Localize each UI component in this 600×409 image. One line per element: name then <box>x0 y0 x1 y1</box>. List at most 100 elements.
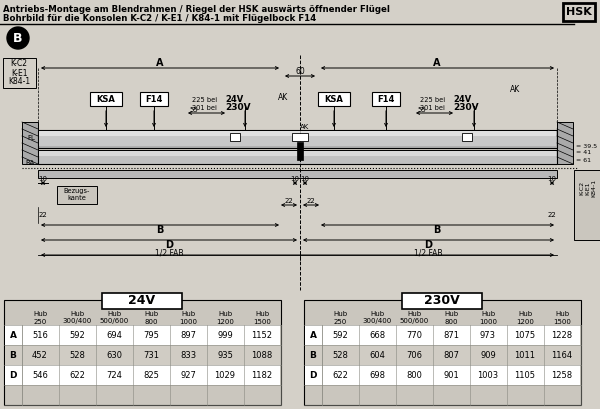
Text: Hub
1000: Hub 1000 <box>179 312 197 324</box>
Text: A: A <box>433 58 441 68</box>
Bar <box>305 345 580 365</box>
Text: 927: 927 <box>180 371 196 380</box>
Bar <box>297 142 303 160</box>
Text: 731: 731 <box>143 351 159 360</box>
Text: HSK: HSK <box>566 7 592 17</box>
Text: 22: 22 <box>307 198 316 204</box>
Bar <box>563 3 595 21</box>
Text: B: B <box>157 225 164 235</box>
Bar <box>318 92 350 106</box>
Bar <box>574 170 600 240</box>
Text: Hub
800: Hub 800 <box>144 312 158 324</box>
Text: D: D <box>309 371 317 380</box>
Text: K-E1: K-E1 <box>586 181 590 195</box>
Text: 22: 22 <box>38 212 47 218</box>
Text: 901: 901 <box>443 371 459 380</box>
Text: K-E1: K-E1 <box>11 68 27 77</box>
Text: 694: 694 <box>106 330 122 339</box>
Bar <box>102 293 182 309</box>
Text: Hub
500/600: Hub 500/600 <box>400 312 428 324</box>
Bar <box>90 92 122 106</box>
Text: F14: F14 <box>377 94 395 103</box>
Text: 10: 10 <box>301 176 310 182</box>
Text: 604: 604 <box>369 351 385 360</box>
Bar <box>5 325 280 345</box>
Text: 24V: 24V <box>225 95 243 105</box>
Text: 301 bei: 301 bei <box>192 105 217 111</box>
Text: 909: 909 <box>480 351 496 360</box>
Text: 1003: 1003 <box>478 371 499 380</box>
Text: 724: 724 <box>106 371 122 380</box>
Bar <box>5 365 280 385</box>
Text: RA: RA <box>26 160 35 166</box>
Text: 770: 770 <box>406 330 422 339</box>
Text: Antriebs-Montage am Blendrahmen / Riegel der HSK auswärts öffnender Flügel: Antriebs-Montage am Blendrahmen / Riegel… <box>3 5 390 14</box>
Bar <box>38 170 557 178</box>
Text: 301 bei: 301 bei <box>420 105 445 111</box>
Text: 622: 622 <box>69 371 85 380</box>
Bar <box>0 24 600 294</box>
Text: 22: 22 <box>284 198 293 204</box>
Text: 871: 871 <box>443 330 459 339</box>
Text: 1105: 1105 <box>515 371 536 380</box>
Text: Hub
1200: Hub 1200 <box>516 312 534 324</box>
Bar <box>3 58 36 88</box>
Text: K84-1: K84-1 <box>592 179 596 197</box>
Text: 1/2 FAB: 1/2 FAB <box>155 249 183 258</box>
Text: AK: AK <box>278 94 288 103</box>
Text: 800: 800 <box>406 371 422 380</box>
Bar <box>305 365 580 385</box>
Text: = 61: = 61 <box>576 157 591 162</box>
Bar <box>557 122 573 164</box>
Text: 833: 833 <box>180 351 196 360</box>
Text: 452: 452 <box>32 351 48 360</box>
Text: K-C2: K-C2 <box>580 181 584 195</box>
Text: A: A <box>10 330 17 339</box>
Text: 225 bei: 225 bei <box>192 97 217 103</box>
Text: 1182: 1182 <box>251 371 272 380</box>
Text: Bezugs-
kante: Bezugs- kante <box>64 189 90 202</box>
Text: 795: 795 <box>143 330 159 339</box>
Text: 825: 825 <box>143 371 159 380</box>
Text: 1258: 1258 <box>551 371 572 380</box>
Text: 1075: 1075 <box>514 330 536 339</box>
Text: D: D <box>424 240 432 250</box>
Text: 22: 22 <box>548 212 556 218</box>
Text: B: B <box>10 351 16 360</box>
Text: 516: 516 <box>32 330 48 339</box>
Text: 592: 592 <box>69 330 85 339</box>
Text: B: B <box>310 351 316 360</box>
Text: Hub
800: Hub 800 <box>444 312 458 324</box>
Bar <box>372 92 400 106</box>
Text: Hub
250: Hub 250 <box>33 312 47 324</box>
Text: 1/2 FAB: 1/2 FAB <box>414 249 442 258</box>
Text: B: B <box>433 225 440 235</box>
Text: 1029: 1029 <box>215 371 235 380</box>
Text: 546: 546 <box>32 371 48 380</box>
Text: Hub
500/600: Hub 500/600 <box>100 312 128 324</box>
Bar <box>402 293 482 309</box>
Text: 24V: 24V <box>453 95 471 105</box>
Text: B: B <box>13 31 23 45</box>
Text: = 41: = 41 <box>576 151 591 155</box>
Text: Hub
300/400: Hub 300/400 <box>62 312 92 324</box>
Bar <box>4 300 281 405</box>
Text: 807: 807 <box>443 351 459 360</box>
Text: K84-1: K84-1 <box>8 77 30 86</box>
Text: 1088: 1088 <box>251 351 272 360</box>
Text: 999: 999 <box>217 330 233 339</box>
Text: 1152: 1152 <box>251 330 272 339</box>
Bar <box>39 131 556 136</box>
Text: A: A <box>156 58 164 68</box>
Text: 230V: 230V <box>424 294 460 308</box>
Bar <box>38 150 557 164</box>
Text: Hub
1200: Hub 1200 <box>216 312 234 324</box>
Text: KSA: KSA <box>97 94 115 103</box>
Text: 706: 706 <box>406 351 422 360</box>
Text: 973: 973 <box>480 330 496 339</box>
Text: Bohrbild für die Konsolen K-C2 / K-E1 / K84-1 mit Flügelbock F14: Bohrbild für die Konsolen K-C2 / K-E1 / … <box>3 14 316 23</box>
Text: 55: 55 <box>418 107 427 113</box>
Text: 935: 935 <box>217 351 233 360</box>
Text: Hub
250: Hub 250 <box>333 312 347 324</box>
Text: 55: 55 <box>190 107 199 113</box>
